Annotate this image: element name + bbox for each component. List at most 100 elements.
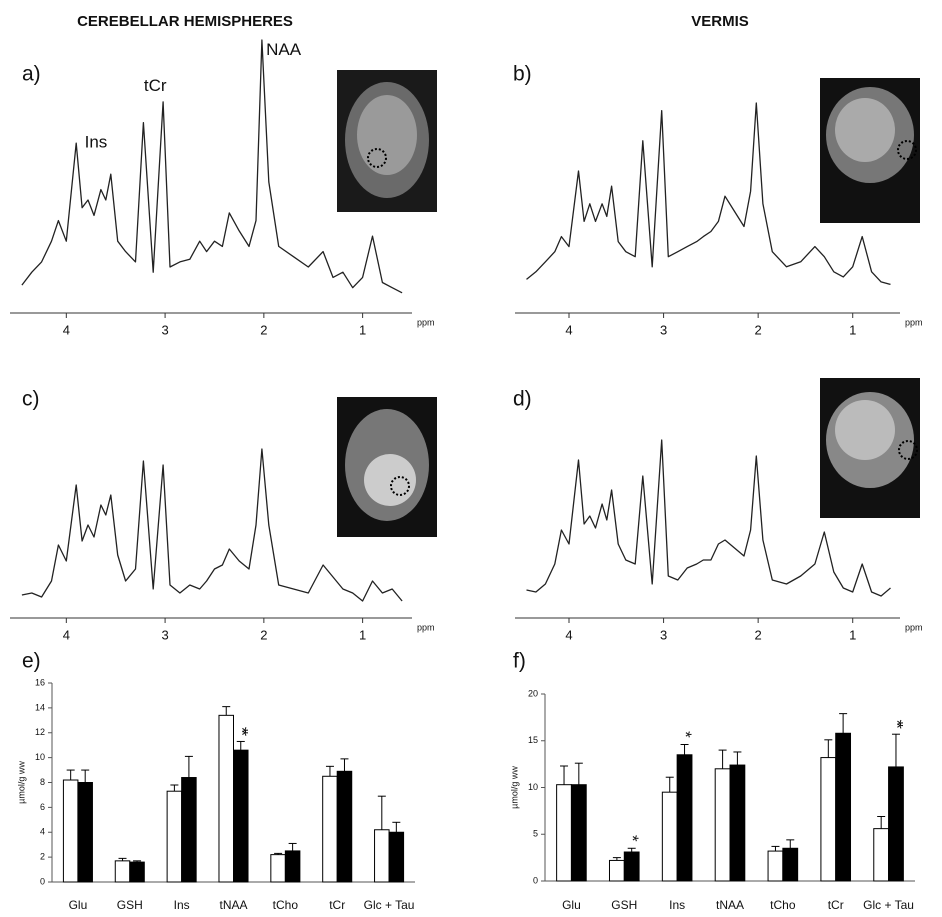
x-tick-label: 3: [660, 322, 667, 337]
panel-label: f): [513, 650, 526, 673]
y-tick-label: 15: [528, 735, 538, 745]
bar: [729, 764, 746, 882]
bar: [556, 784, 572, 882]
significance-marker: **: [887, 720, 906, 730]
x-tick-label: 3: [161, 627, 168, 642]
x-axis-label: ppm: [905, 622, 923, 632]
significance-marker: *: [623, 835, 642, 842]
x-tick-label: Glc + Tau: [364, 898, 415, 912]
x-tick-label: Glu: [69, 898, 88, 912]
x-tick-label: 1: [359, 627, 366, 642]
peak-label: tCr: [144, 76, 167, 95]
bar: [270, 854, 286, 883]
bar: [570, 784, 587, 882]
x-tick-label: tNAA: [219, 898, 247, 912]
bar: [129, 861, 145, 883]
bar: [322, 775, 338, 883]
heading: CEREBELLAR HEMISPHERES: [77, 13, 293, 30]
x-tick-label: Glu: [562, 898, 581, 912]
x-tick-label: tNAA: [716, 898, 744, 912]
x-axis-label: ppm: [417, 317, 435, 327]
heading: VERMIS: [691, 13, 749, 30]
panel-label: a): [22, 63, 41, 86]
y-tick-label: 4: [40, 827, 45, 837]
y-tick-label: 10: [528, 782, 538, 792]
bar: [623, 851, 640, 882]
y-tick-label: 10: [35, 752, 45, 762]
bar: [388, 831, 405, 883]
panel-label: c): [22, 388, 40, 411]
bar: [166, 790, 183, 883]
panel-label: e): [22, 650, 41, 673]
x-tick-label: 4: [63, 627, 70, 642]
y-tick-label: 16: [35, 677, 45, 687]
mri-image: [820, 78, 920, 223]
y-tick-label: 5: [533, 829, 538, 839]
y-tick-label: 20: [528, 688, 538, 698]
x-tick-label: 3: [161, 322, 168, 337]
x-tick-label: 1: [849, 322, 856, 337]
x-tick-label: Ins: [669, 898, 685, 912]
bar: [374, 829, 390, 883]
spectrum-line: [21, 448, 403, 602]
significance-marker: *: [676, 731, 695, 738]
x-axis-label: ppm: [417, 622, 435, 632]
bar: [767, 850, 784, 882]
x-tick-label: Glc + Tau: [863, 898, 914, 912]
peak-label: NAA: [266, 40, 302, 59]
y-tick-label: 12: [35, 727, 45, 737]
x-axis-label: ppm: [905, 317, 923, 327]
bar: [714, 768, 731, 882]
x-tick-label: GSH: [611, 898, 637, 912]
bar: [608, 859, 625, 882]
x-tick-label: 4: [63, 322, 70, 337]
bar: [782, 847, 799, 882]
panel-label: b): [513, 63, 532, 86]
x-tick-label: 1: [359, 322, 366, 337]
spectrum-line: [526, 102, 891, 286]
y-tick-label: 14: [35, 702, 45, 712]
x-tick-label: tCr: [828, 898, 844, 912]
bar: [77, 782, 93, 883]
bar: [114, 860, 131, 883]
x-tick-label: 2: [755, 627, 762, 642]
x-tick-label: 1: [849, 627, 856, 642]
x-tick-label: 2: [260, 627, 267, 642]
x-tick-label: tCho: [273, 898, 299, 912]
x-tick-label: 4: [565, 322, 572, 337]
y-tick-label: 2: [40, 852, 45, 862]
x-tick-label: Ins: [174, 898, 190, 912]
x-tick-label: 2: [755, 322, 762, 337]
panel-label: d): [513, 388, 532, 411]
spectrum-line: [21, 39, 403, 294]
mri-image: [337, 70, 437, 212]
y-tick-label: 6: [40, 802, 45, 812]
mri-image: [820, 378, 920, 518]
bar: [336, 770, 353, 883]
bar: [218, 714, 234, 883]
bar: [661, 791, 678, 882]
y-tick-label: 0: [533, 875, 538, 885]
bar: [62, 779, 79, 883]
y-tick-label: 8: [40, 777, 45, 787]
x-tick-label: 3: [660, 627, 667, 642]
bar: [233, 749, 249, 883]
bar: [676, 754, 693, 882]
x-tick-label: tCr: [329, 898, 345, 912]
x-tick-label: 2: [260, 322, 267, 337]
x-tick-label: 4: [565, 627, 572, 642]
bar: [835, 732, 852, 882]
bar: [888, 766, 904, 882]
y-axis-label: µmol/g ww: [16, 761, 26, 804]
x-tick-label: GSH: [117, 898, 143, 912]
x-tick-label: tCho: [770, 898, 796, 912]
y-axis-label: µmol/g ww: [509, 766, 519, 809]
significance-marker: **: [232, 727, 251, 737]
bar: [181, 777, 197, 883]
y-tick-label: 0: [40, 876, 45, 886]
spectrum-line: [526, 439, 891, 597]
bar: [820, 757, 837, 882]
mri-image: [337, 397, 437, 537]
bar: [873, 828, 890, 882]
